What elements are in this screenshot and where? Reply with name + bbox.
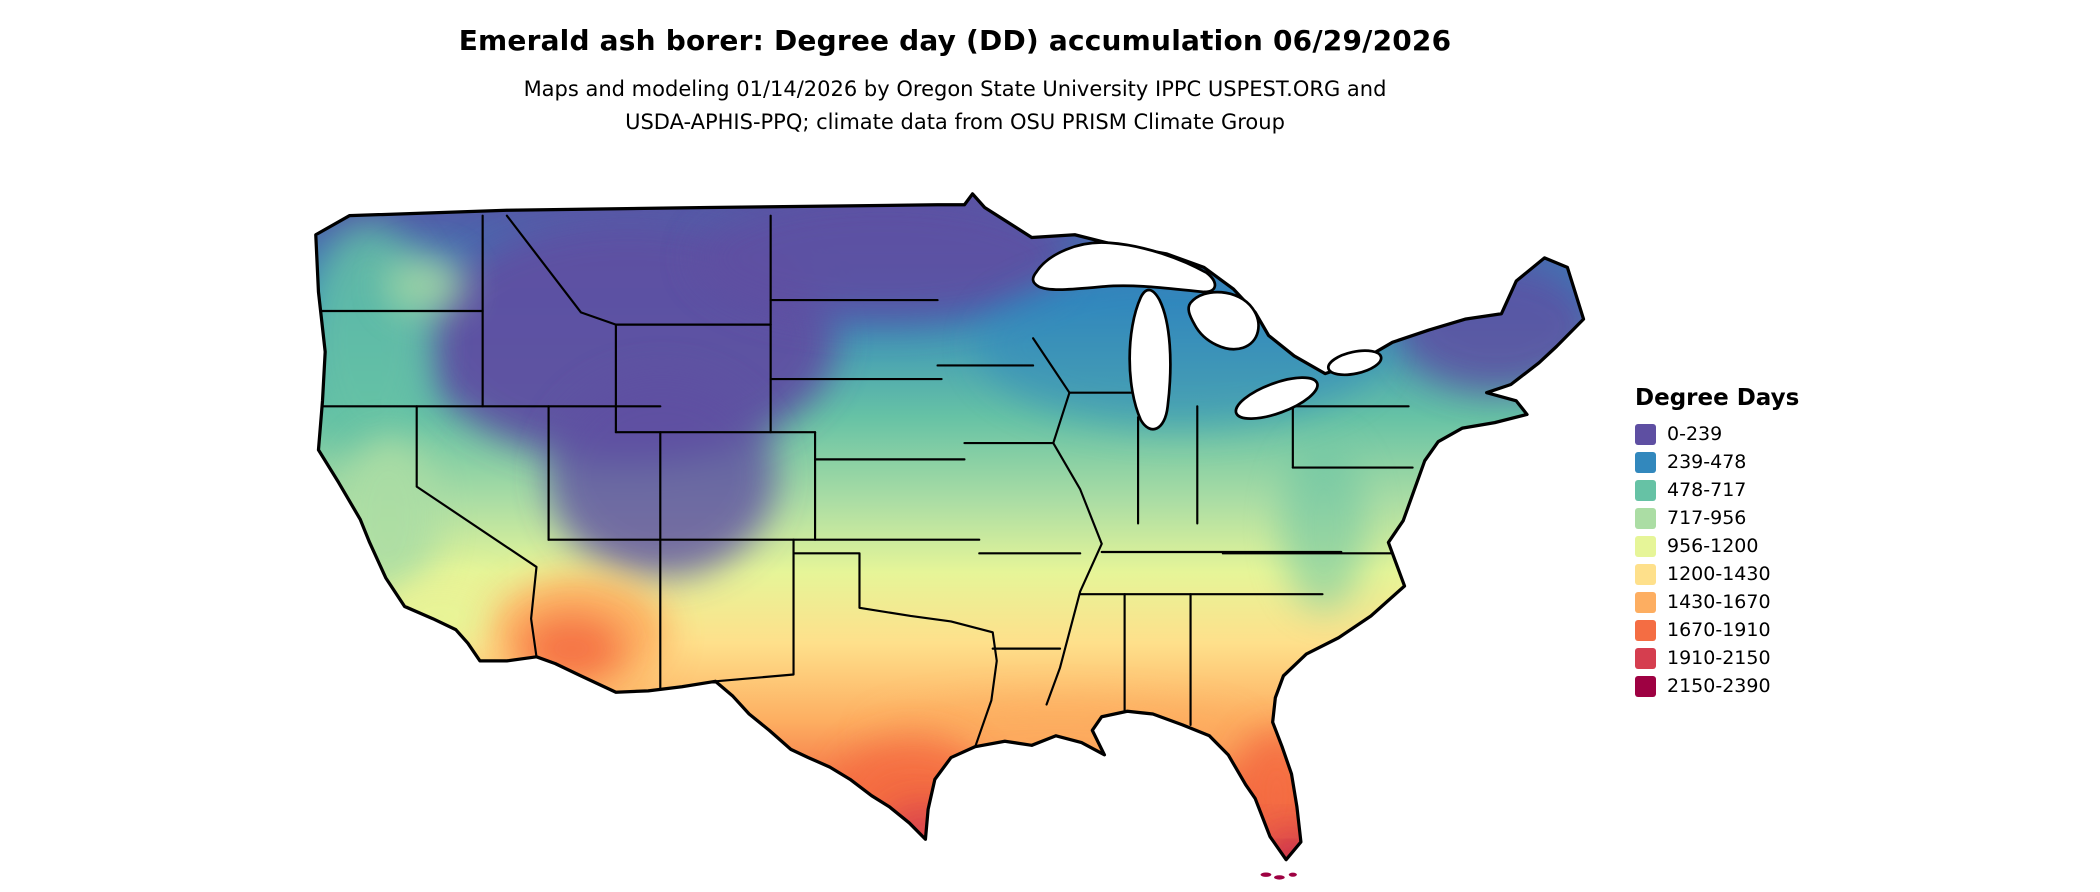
columbia-basin-green [385, 255, 467, 316]
legend-title: Degree Days [1635, 385, 1800, 411]
legend-swatch [1635, 451, 1656, 473]
us-degree-day-map [305, 183, 1597, 891]
legend-item: 1910-2150 [1635, 647, 1799, 669]
great-basin-low-dd-region [547, 373, 777, 578]
socal-yellow-band [379, 580, 501, 652]
legend-swatch [1635, 647, 1656, 669]
map-subtitle: Maps and modeling 01/14/2026 by Oregon S… [0, 73, 1910, 139]
legend-item: 239-478 [1635, 451, 1799, 473]
south-florida-red [1264, 827, 1314, 860]
legend-item: 717-956 [1635, 507, 1799, 529]
legend-label: 2150-2390 [1667, 675, 1771, 697]
degree-day-shading [315, 193, 1584, 860]
rio-grande-red [885, 806, 961, 860]
header: Emerald ash borer: Degree day (DD) accum… [0, 24, 1910, 139]
northern-plains-low-dd [695, 193, 1073, 324]
legend-label: 1670-1910 [1667, 619, 1771, 641]
south-texas-orange [832, 737, 995, 860]
legend-item: 2150-2390 [1635, 675, 1799, 697]
legend-swatch [1635, 507, 1656, 529]
legend-swatch [1635, 535, 1656, 557]
new-england-low-dd [1395, 260, 1584, 392]
legend-swatch [1635, 563, 1656, 585]
legend-swatch [1635, 619, 1656, 641]
legend-item: 956-1200 [1635, 535, 1799, 557]
lake-superior [1031, 241, 1217, 294]
legend-label: 0-239 [1667, 423, 1723, 445]
map-title: Emerald ash borer: Degree day (DD) accum… [458, 24, 1452, 57]
legend-label: 1910-2150 [1667, 647, 1771, 669]
florida-keys [1260, 872, 1297, 880]
lake-erie [1234, 376, 1319, 420]
legend-label: 1200-1430 [1667, 563, 1771, 585]
lake-huron [1187, 290, 1260, 351]
legend-label: 956-1200 [1667, 535, 1759, 557]
state-borders [317, 214, 1414, 748]
legend-label: 239-478 [1667, 451, 1747, 473]
legend: Degree Days 0-239 239-478 478-717 717-95… [1635, 385, 1799, 703]
map-subtitle-line2: USDA-APHIS-PPQ; climate data from OSU PR… [625, 110, 1285, 134]
legend-swatch [1635, 479, 1656, 501]
legend-item: 1430-1670 [1635, 591, 1799, 613]
us-map-svg [314, 192, 1586, 880]
map-subtitle-line1: Maps and modeling 01/14/2026 by Oregon S… [523, 77, 1387, 101]
appalachian-teal-band [1280, 441, 1367, 611]
great-lakes [1031, 241, 1383, 431]
legend-swatch [1635, 591, 1656, 613]
lake-michigan [1128, 288, 1172, 431]
legend-swatch [1635, 423, 1656, 445]
legend-item: 1200-1430 [1635, 563, 1799, 585]
legend-label: 478-717 [1667, 479, 1747, 501]
lake-ontario [1326, 349, 1383, 377]
legend-item: 0-239 [1635, 423, 1799, 445]
legend-label: 717-956 [1667, 507, 1747, 529]
legend-label: 1430-1670 [1667, 591, 1771, 613]
legend-swatch [1635, 675, 1656, 697]
legend-item: 478-717 [1635, 479, 1799, 501]
legend-item: 1670-1910 [1635, 619, 1799, 641]
california-valley-green [337, 434, 440, 599]
